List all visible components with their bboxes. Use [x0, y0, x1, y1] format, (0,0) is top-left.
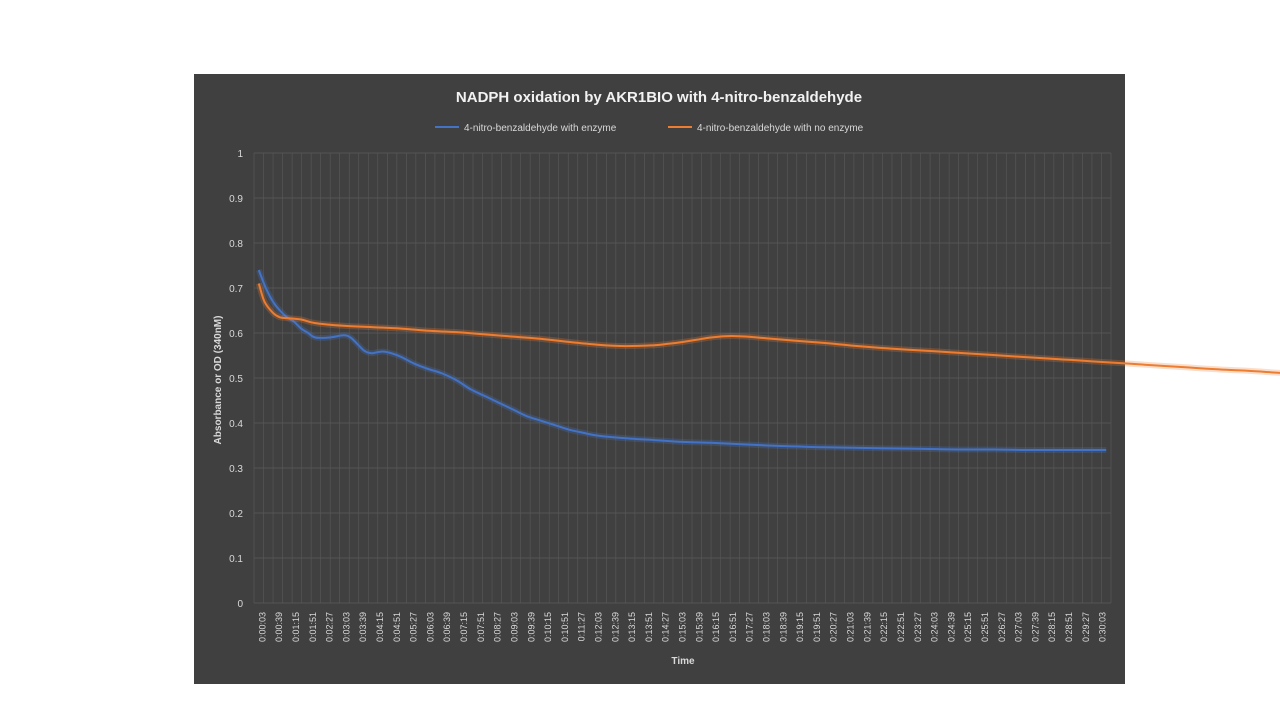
series-layer [255, 268, 1280, 454]
x-tick-label: 0:04:51 [392, 612, 402, 642]
x-tick-label: 0:17:27 [745, 612, 755, 642]
series-line-no-enzyme [257, 283, 1280, 374]
x-tick-label: 0:16:51 [728, 612, 738, 642]
legend-label-enzyme: 4-nitro-benzaldehyde with enzyme [464, 123, 617, 134]
x-tick-label: 0:22:51 [896, 612, 906, 642]
x-tick-label: 0:28:51 [1064, 612, 1074, 642]
legend-label-no-enzyme: 4-nitro-benzaldehyde with no enzyme [697, 123, 864, 134]
x-tick-label: 0:01:51 [308, 612, 318, 642]
y-tick-label: 0.5 [229, 374, 243, 385]
x-tick-label: 0:13:15 [627, 612, 637, 642]
x-tick-label: 0:18:03 [762, 612, 772, 642]
x-tick-label: 0:12:39 [610, 612, 620, 642]
y-tick-label: 0.3 [229, 464, 243, 475]
x-tick-label: 0:27:03 [1014, 612, 1024, 642]
x-tick-label: 0:12:03 [594, 612, 604, 642]
y-tick-label: 1 [237, 149, 243, 160]
x-tick-label: 0:20:27 [829, 612, 839, 642]
horizontal-gridlines [254, 152, 1111, 604]
x-tick-label: 0:28:15 [1047, 612, 1057, 642]
y-axis-label: Absorbance or OD (340nM) [213, 316, 224, 445]
y-tick-label: 0 [237, 599, 243, 610]
chart-title: NADPH oxidation by AKR1BIO with 4-nitro-… [456, 89, 862, 106]
y-tick-label: 0.1 [229, 554, 243, 565]
x-tick-label: 0:07:51 [476, 612, 486, 642]
x-tick-label: 0:03:39 [358, 612, 368, 642]
x-tick-label: 0:04:15 [375, 612, 385, 642]
x-tick-label: 0:30:03 [1098, 612, 1108, 642]
x-tick-label: 0:05:27 [409, 612, 419, 642]
x-axis-ticks: 0:00:03 0:00:39 0:01:15 0:01:51 0:02:27 0:03:… [257, 612, 1107, 642]
x-tick-label: 0:09:03 [510, 612, 520, 642]
x-axis-label: Time [671, 656, 695, 667]
x-tick-label: 0:19:15 [795, 612, 805, 642]
x-tick-label: 0:25:15 [963, 612, 973, 642]
x-tick-label: 0:13:51 [644, 612, 654, 642]
x-tick-label: 0:10:51 [560, 612, 570, 642]
y-axis-ticks: 0 0.1 0.2 0.3 0.4 0.5 0.6 0.7 0.8 0.9 1 [229, 149, 243, 610]
x-tick-label: 0:07:15 [459, 612, 469, 642]
legend: 4-nitro-benzaldehyde with enzyme 4-nitro… [435, 123, 864, 134]
x-tick-label: 0:10:15 [543, 612, 553, 642]
x-tick-label: 0:09:39 [526, 612, 536, 642]
x-tick-label: 0:08:27 [493, 612, 503, 642]
x-tick-label: 0:02:27 [325, 612, 335, 642]
y-tick-label: 0.9 [229, 194, 243, 205]
x-tick-label: 0:01:15 [291, 612, 301, 642]
x-tick-label: 0:19:51 [812, 612, 822, 642]
x-tick-label: 0:29:27 [1081, 612, 1091, 642]
x-tick-label: 0:25:51 [980, 612, 990, 642]
x-tick-label: 0:21:03 [846, 612, 856, 642]
y-tick-label: 0.7 [229, 284, 243, 295]
x-tick-label: 0:15:39 [694, 612, 704, 642]
x-tick-label: 0:00:39 [274, 612, 284, 642]
x-tick-label: 0:06:39 [442, 612, 452, 642]
x-tick-label: 0:03:03 [341, 612, 351, 642]
x-tick-label: 0:18:39 [778, 612, 788, 642]
y-tick-label: 0.4 [229, 419, 243, 430]
y-tick-label: 0.8 [229, 239, 243, 250]
x-tick-label: 0:06:03 [425, 612, 435, 642]
x-tick-label: 0:11:27 [577, 612, 587, 641]
x-tick-label: 0:22:15 [879, 612, 889, 642]
x-tick-label: 0:15:03 [678, 612, 688, 642]
x-tick-label: 0:27:39 [1030, 612, 1040, 642]
x-tick-label: 0:24:03 [930, 612, 940, 642]
y-tick-label: 0.2 [229, 509, 243, 520]
y-tick-label: 0.6 [229, 329, 243, 340]
x-tick-label: 0:21:39 [862, 612, 872, 642]
x-tick-label: 0:26:27 [997, 612, 1007, 642]
x-tick-label: 0:24:39 [946, 612, 956, 642]
x-tick-label: 0:16:15 [711, 612, 721, 642]
x-tick-label: 0:23:27 [913, 612, 923, 642]
x-tick-label: 0:00:03 [257, 612, 267, 642]
series-line-enzyme [257, 269, 1107, 452]
x-tick-label: 0:14:27 [661, 612, 671, 642]
